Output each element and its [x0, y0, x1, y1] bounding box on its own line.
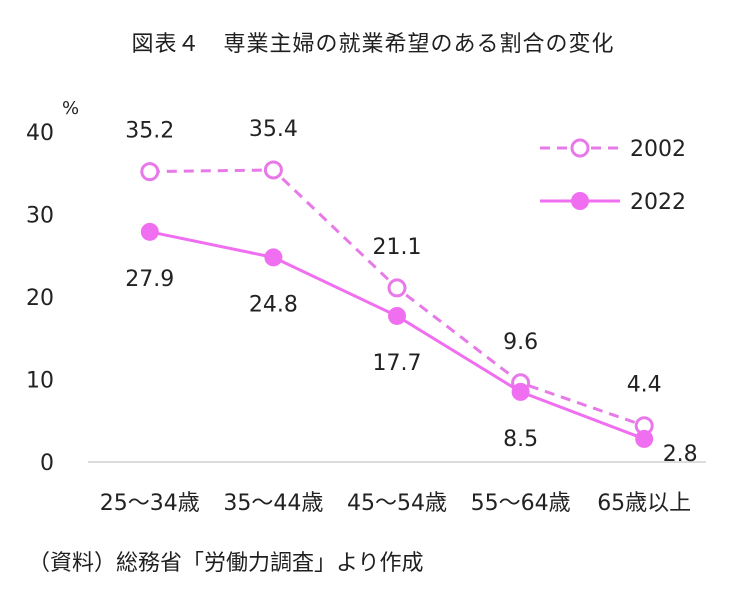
- legend-marker: [570, 138, 590, 158]
- legend-label: 2022: [630, 190, 686, 215]
- x-axis-labels: 25～34歳 35～44歳 45～54歳 55～64歳 65歳以上: [100, 491, 691, 516]
- y-axis: 0 10 20 30 40%: [26, 98, 79, 476]
- data-label: 9.6: [503, 330, 538, 355]
- legend-item-2002: 2002: [540, 137, 686, 162]
- chart-source: （資料）総務省「労働力調査」より作成: [28, 551, 424, 576]
- data-point: [264, 248, 283, 267]
- data-label: 8.5: [503, 427, 538, 452]
- y-tick-label: 40: [26, 121, 54, 146]
- x-tick-label: 35～44歳: [223, 491, 323, 516]
- data-label: 35.2: [125, 119, 174, 144]
- y-tick-label: 20: [26, 286, 54, 311]
- series-layer: 35.2 35.4 21.1 9.6 4.4 27.9 24.8 17.7 8.5 2.8: [125, 117, 697, 467]
- y-tick-label: 0: [40, 451, 54, 476]
- series-2022: 27.9 24.8 17.7 8.5 2.8: [125, 222, 698, 467]
- series-line: [149, 230, 645, 441]
- data-point: [263, 160, 283, 180]
- y-unit-label: %: [62, 98, 79, 119]
- x-tick-label: 25～34歳: [100, 491, 200, 516]
- series-line: [149, 168, 645, 428]
- chart-title: 図表４ 専業主婦の就業希望のある割合の変化: [131, 32, 615, 57]
- legend-item-2022: 2022: [540, 190, 686, 215]
- data-label: 27.9: [125, 267, 174, 292]
- data-point: [635, 429, 654, 448]
- y-tick-label: 30: [26, 204, 54, 229]
- legend-marker: [571, 192, 589, 210]
- x-tick-label: 65歳以上: [597, 491, 691, 516]
- data-point: [387, 278, 407, 298]
- x-tick-label: 55～64歳: [471, 491, 571, 516]
- data-label: 2.8: [663, 442, 698, 467]
- data-label: 35.4: [249, 117, 298, 142]
- legend-label: 2002: [630, 137, 686, 162]
- data-point: [140, 222, 159, 241]
- y-tick-label: 10: [26, 369, 54, 394]
- data-point: [140, 162, 160, 182]
- data-label: 17.7: [373, 351, 422, 376]
- legend: 2002 2022: [540, 137, 686, 215]
- data-label: 24.8: [249, 292, 298, 317]
- data-label: 21.1: [373, 235, 422, 260]
- data-label: 4.4: [627, 373, 662, 398]
- x-tick-label: 45～54歳: [347, 491, 447, 516]
- data-point: [511, 382, 530, 401]
- series-2002: 35.2 35.4 21.1 9.6 4.4: [125, 117, 662, 436]
- data-point: [388, 306, 406, 325]
